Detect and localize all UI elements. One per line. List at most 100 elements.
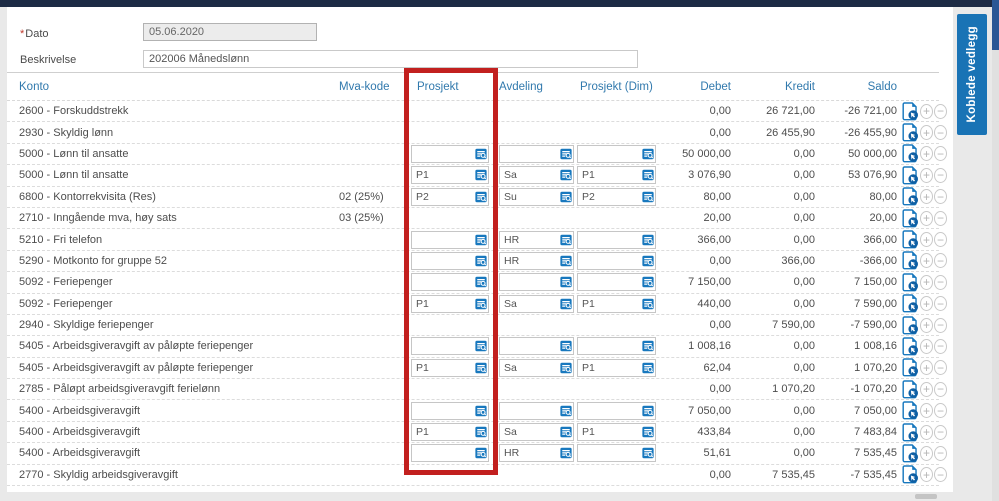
add-row-button[interactable]: + <box>920 338 933 354</box>
remove-row-button[interactable]: − <box>934 467 947 483</box>
prosjekt-dim-input[interactable] <box>577 187 656 206</box>
prosjekt-dim-input[interactable] <box>577 444 656 463</box>
lookup-icon[interactable] <box>642 169 654 181</box>
add-row-button[interactable]: + <box>920 232 933 248</box>
attachment-link-icon[interactable] <box>902 294 919 313</box>
attachment-link-icon[interactable] <box>902 187 919 206</box>
prosjekt-dim-input[interactable] <box>577 358 656 377</box>
remove-row-button[interactable]: − <box>934 103 947 119</box>
attachment-link-icon[interactable] <box>902 251 919 270</box>
prosjekt-dim-input[interactable] <box>577 166 656 185</box>
lookup-icon[interactable] <box>642 340 654 352</box>
avdeling-input[interactable] <box>499 144 574 163</box>
prosjekt-input[interactable] <box>411 230 489 249</box>
attachment-link-icon[interactable] <box>902 465 919 484</box>
add-row-button[interactable]: + <box>920 467 933 483</box>
add-row-button[interactable]: + <box>920 189 933 205</box>
lookup-icon[interactable] <box>560 255 572 267</box>
avdeling-input[interactable] <box>499 251 574 270</box>
add-row-button[interactable]: + <box>920 381 933 397</box>
add-row-button[interactable]: + <box>920 445 933 461</box>
remove-row-button[interactable]: − <box>934 146 947 162</box>
attachment-link-icon[interactable] <box>902 208 919 228</box>
add-row-button[interactable]: + <box>920 146 933 162</box>
lookup-icon[interactable] <box>642 255 654 267</box>
add-row-button[interactable]: + <box>920 167 933 183</box>
lookup-icon[interactable] <box>475 276 487 288</box>
lookup-icon[interactable] <box>560 169 572 181</box>
avdeling-input[interactable] <box>499 166 574 185</box>
avdeling-input[interactable] <box>499 187 574 206</box>
prosjekt-input[interactable] <box>411 187 489 206</box>
lookup-icon[interactable] <box>560 276 572 288</box>
add-row-button[interactable]: + <box>920 403 933 419</box>
remove-row-button[interactable]: − <box>934 210 947 226</box>
lookup-icon[interactable] <box>642 362 654 374</box>
remove-row-button[interactable]: − <box>934 360 947 376</box>
lookup-icon[interactable] <box>560 426 572 438</box>
remove-row-button[interactable]: − <box>934 274 947 290</box>
prosjekt-dim-input[interactable] <box>577 251 656 270</box>
lookup-icon[interactable] <box>560 191 572 203</box>
remove-row-button[interactable]: − <box>934 445 947 461</box>
remove-row-button[interactable]: − <box>934 189 947 205</box>
remove-row-button[interactable]: − <box>934 403 947 419</box>
prosjekt-dim-input[interactable] <box>577 337 656 356</box>
vertical-scrollbar[interactable] <box>992 0 999 501</box>
lookup-icon[interactable] <box>560 447 572 459</box>
add-row-button[interactable]: + <box>920 274 933 290</box>
prosjekt-input[interactable] <box>411 401 489 420</box>
add-row-button[interactable]: + <box>920 253 933 269</box>
lookup-icon[interactable] <box>642 447 654 459</box>
add-row-button[interactable]: + <box>920 360 933 376</box>
lookup-icon[interactable] <box>475 426 487 438</box>
prosjekt-input[interactable] <box>411 337 489 356</box>
add-row-button[interactable]: + <box>920 317 933 333</box>
prosjekt-input[interactable] <box>411 273 489 292</box>
avdeling-input[interactable] <box>499 358 574 377</box>
remove-row-button[interactable]: − <box>934 338 947 354</box>
prosjekt-dim-input[interactable] <box>577 144 656 163</box>
lookup-icon[interactable] <box>475 405 487 417</box>
attachment-link-icon[interactable] <box>902 315 919 335</box>
lookup-icon[interactable] <box>475 255 487 267</box>
lookup-icon[interactable] <box>475 447 487 459</box>
lookup-icon[interactable] <box>475 340 487 352</box>
lookup-icon[interactable] <box>475 169 487 181</box>
lookup-icon[interactable] <box>560 362 572 374</box>
lookup-icon[interactable] <box>475 191 487 203</box>
add-row-button[interactable]: + <box>920 125 933 141</box>
avdeling-input[interactable] <box>499 401 574 420</box>
lookup-icon[interactable] <box>560 148 572 160</box>
attachment-link-icon[interactable] <box>902 358 919 377</box>
lookup-icon[interactable] <box>475 362 487 374</box>
prosjekt-input[interactable] <box>411 444 489 463</box>
lookup-icon[interactable] <box>642 148 654 160</box>
attachment-link-icon[interactable] <box>902 230 919 249</box>
horizontal-scrollbar-thumb[interactable] <box>915 494 937 499</box>
koblede-vedlegg-tab[interactable]: Koblede vedlegg <box>957 14 987 135</box>
beskrivelse-input[interactable] <box>143 50 638 68</box>
attachment-link-icon[interactable] <box>902 337 919 356</box>
lookup-icon[interactable] <box>642 191 654 203</box>
lookup-icon[interactable] <box>642 405 654 417</box>
attachment-link-icon[interactable] <box>902 422 919 442</box>
prosjekt-input[interactable] <box>411 358 489 377</box>
prosjekt-input[interactable] <box>411 423 489 442</box>
prosjekt-input[interactable] <box>411 166 489 185</box>
attachment-link-icon[interactable] <box>902 380 919 399</box>
attachment-link-icon[interactable] <box>902 101 919 121</box>
add-row-button[interactable]: + <box>920 210 933 226</box>
lookup-icon[interactable] <box>560 234 572 246</box>
remove-row-button[interactable]: − <box>934 232 947 248</box>
avdeling-input[interactable] <box>499 444 574 463</box>
attachment-link-icon[interactable] <box>902 144 919 163</box>
add-row-button[interactable]: + <box>920 424 933 440</box>
lookup-icon[interactable] <box>475 234 487 246</box>
lookup-icon[interactable] <box>475 148 487 160</box>
remove-row-button[interactable]: − <box>934 381 947 397</box>
avdeling-input[interactable] <box>499 423 574 442</box>
vertical-scrollbar-thumb[interactable] <box>992 0 999 50</box>
prosjekt-dim-input[interactable] <box>577 423 656 442</box>
lookup-icon[interactable] <box>642 426 654 438</box>
